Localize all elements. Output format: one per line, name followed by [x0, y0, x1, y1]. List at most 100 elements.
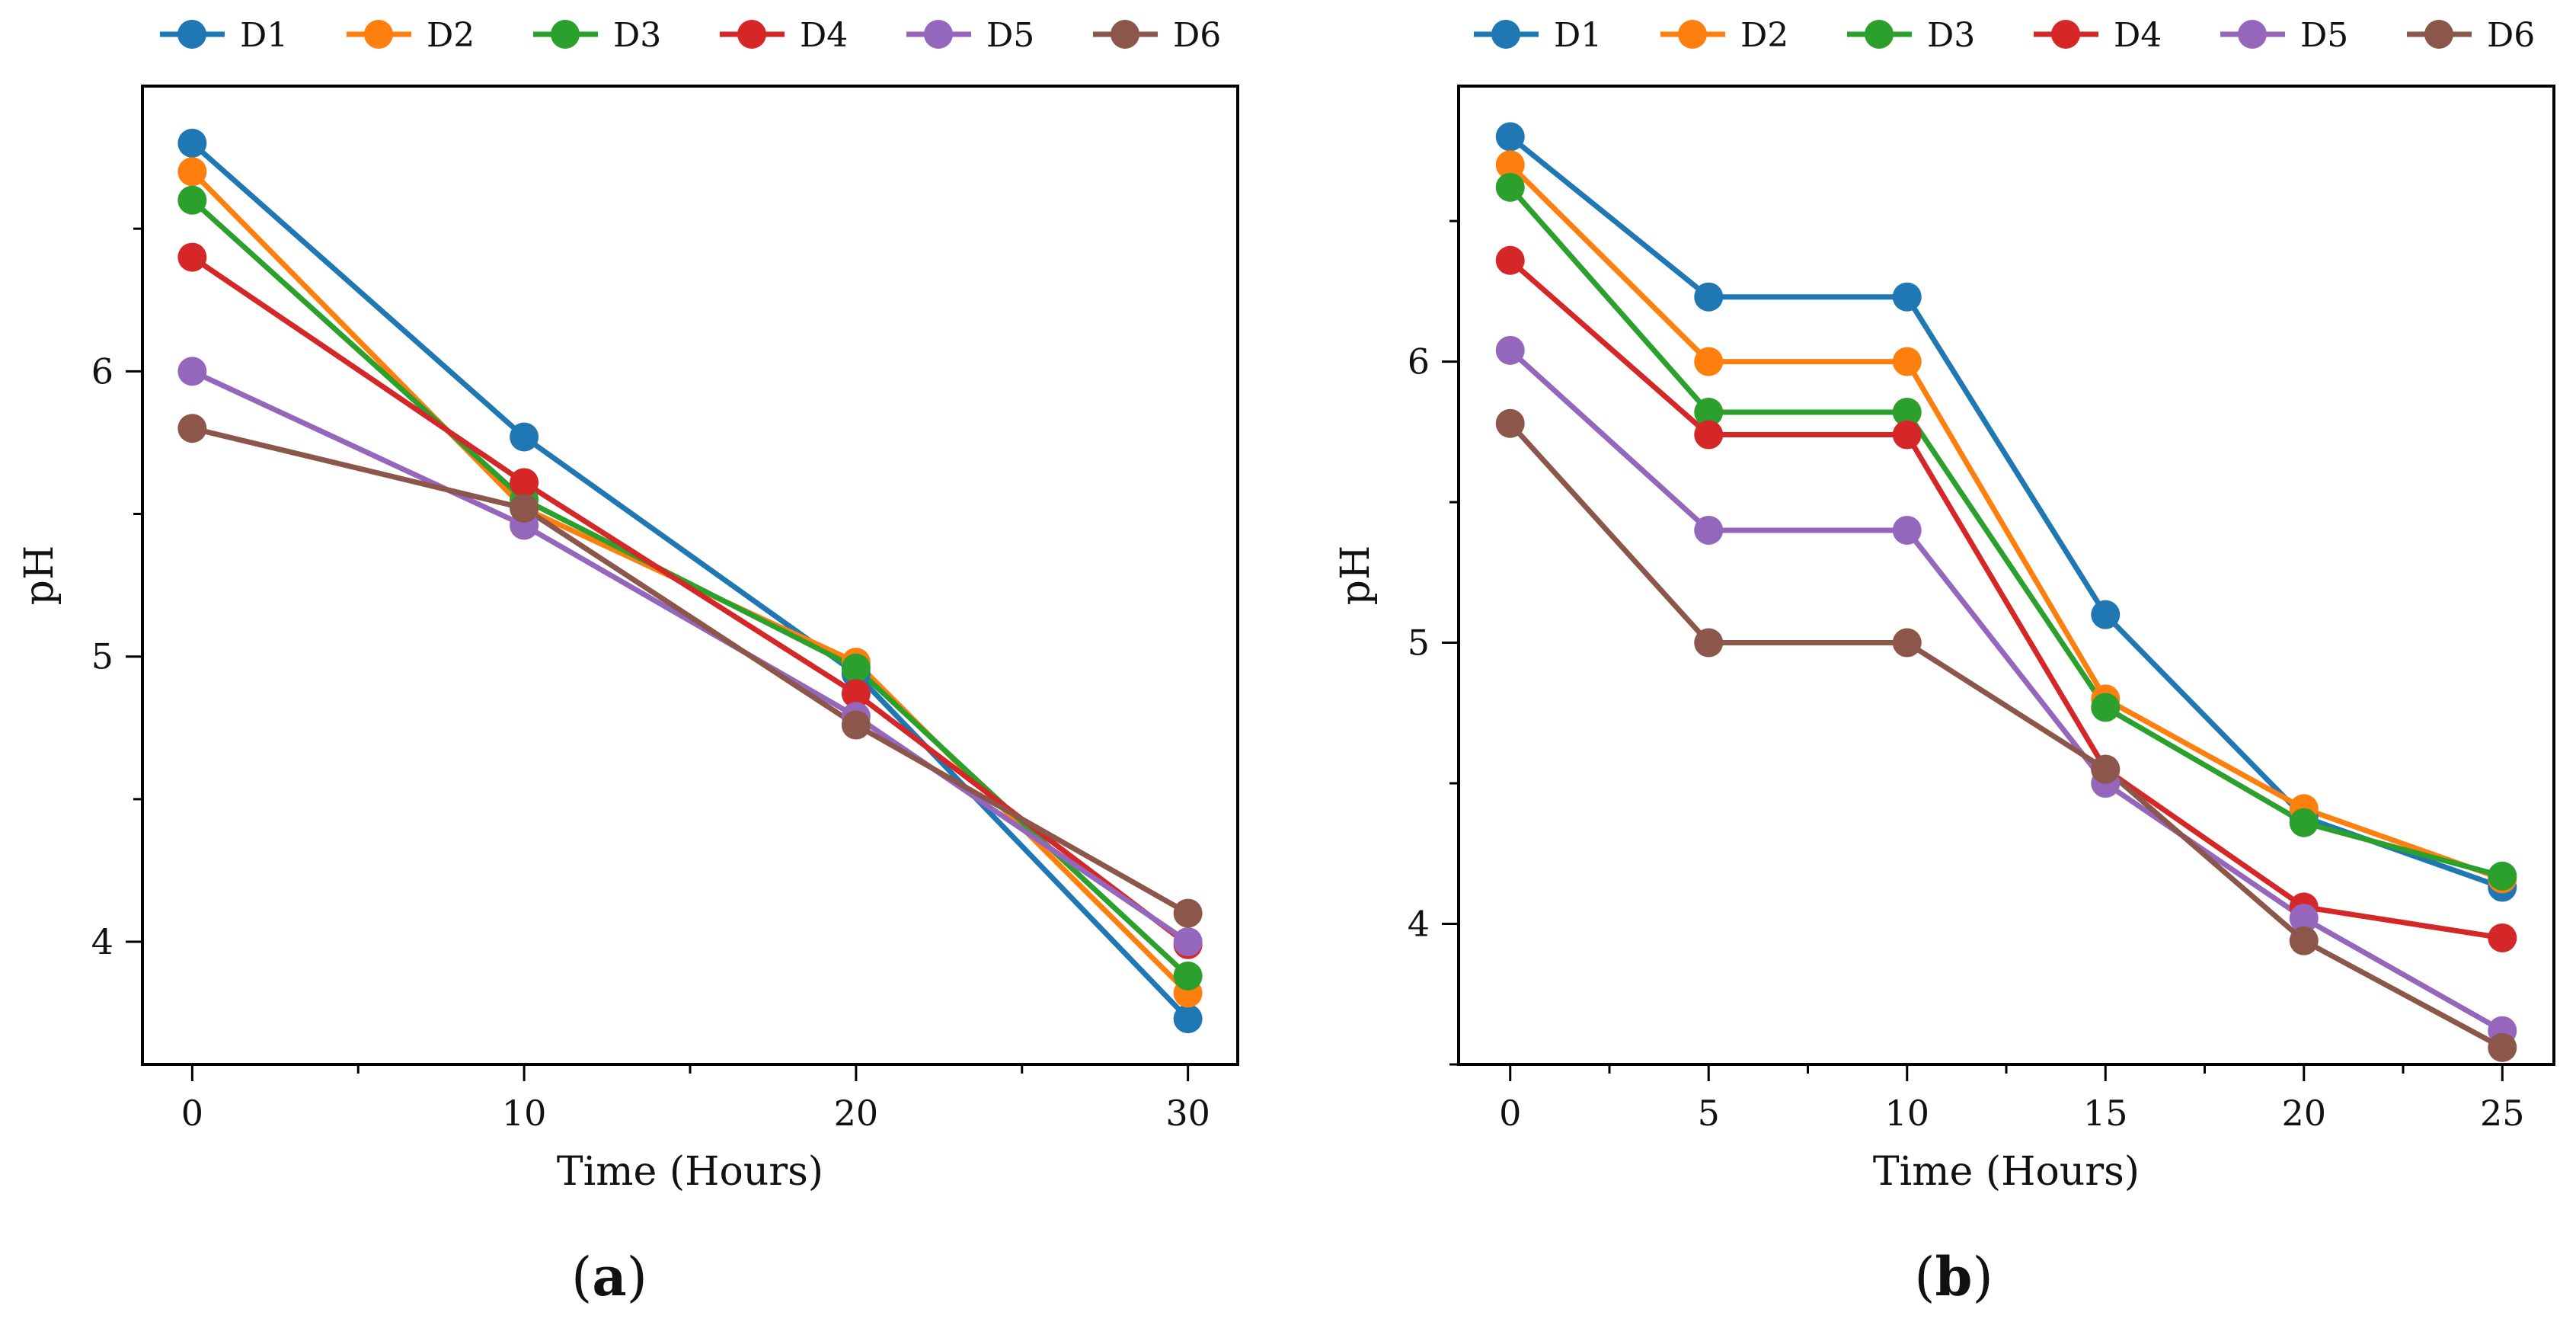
data-point-d5	[2289, 904, 2319, 933]
data-point-d2	[1495, 150, 1525, 180]
legend-marker	[1865, 20, 1894, 49]
data-point-d5	[1173, 927, 1203, 957]
data-point-d1	[1694, 282, 1724, 312]
data-point-d1	[1495, 122, 1525, 152]
panel-letter: b	[1935, 1245, 1973, 1308]
y-tick-label: 6	[1408, 341, 1430, 382]
data-point-d4	[2488, 923, 2517, 952]
data-point-d3	[1892, 398, 1922, 427]
legend-label-d2: D2	[427, 16, 475, 55]
legend-label-d1: D1	[240, 16, 288, 55]
legend-label-d4: D4	[2114, 16, 2162, 55]
legend-label-d2: D2	[1740, 16, 1788, 55]
data-point-d3	[177, 185, 207, 215]
panel-label: (a)	[571, 1245, 647, 1308]
data-point-d1	[1892, 282, 1922, 312]
series-line-d3	[1508, 185, 2504, 879]
x-axis-label: Time (Hours)	[557, 1149, 823, 1195]
data-point-d4	[841, 679, 871, 709]
series-line-d6	[1508, 421, 2504, 1050]
data-point-d6	[1495, 408, 1525, 438]
x-axis-label: Time (Hours)	[1873, 1149, 2140, 1195]
data-point-d6	[510, 494, 539, 523]
data-point-d3	[2091, 693, 2121, 722]
legend-label-d6: D6	[2487, 16, 2535, 55]
data-point-d3	[2289, 808, 2319, 837]
data-point-d2	[1694, 347, 1724, 376]
x-tick-label: 15	[2083, 1093, 2128, 1134]
data-point-d4	[510, 468, 539, 498]
legend-label-d1: D1	[1554, 16, 1602, 55]
legend-marker	[1111, 20, 1139, 49]
data-point-d6	[2289, 926, 2319, 955]
data-point-d6	[1694, 628, 1724, 658]
data-point-d5	[1495, 335, 1525, 365]
x-tick-label: 25	[2480, 1093, 2525, 1134]
data-point-d4	[1892, 420, 1922, 450]
series-line-d2	[1508, 162, 2504, 882]
y-axis-label: pH	[17, 546, 62, 606]
y-tick-label: 6	[91, 350, 113, 392]
data-point-d3	[1694, 398, 1724, 427]
x-tick-label: 10	[502, 1093, 547, 1134]
legend-marker	[737, 20, 766, 49]
data-point-d1	[177, 128, 207, 158]
data-point-d4	[177, 242, 207, 272]
data-point-d6	[1892, 628, 1922, 658]
series-line-d4	[1508, 258, 2503, 941]
x-tick-label: 20	[2281, 1093, 2326, 1134]
data-point-d5	[177, 357, 207, 386]
x-tick-label: 5	[1698, 1093, 1720, 1134]
data-point-d3	[1173, 961, 1203, 991]
x-tick-label: 10	[1884, 1093, 1929, 1134]
legend-marker	[551, 20, 580, 49]
y-tick-label: 5	[1408, 622, 1430, 664]
data-point-d6	[841, 710, 871, 740]
plot-frame	[141, 85, 1239, 1066]
legend-label-d6: D6	[1173, 16, 1221, 55]
legend-marker	[1491, 20, 1520, 49]
legend-label-d3: D3	[1927, 16, 1975, 55]
data-point-d6	[1173, 898, 1203, 928]
x-tick-label: 0	[1499, 1093, 1521, 1134]
series-line-d1	[190, 141, 1191, 1021]
data-point-d6	[2091, 754, 2121, 784]
legend-marker	[364, 20, 393, 49]
panel-label: (b)	[1914, 1245, 1993, 1308]
legend-label-d3: D3	[613, 16, 661, 55]
series-line-d5	[190, 369, 1190, 944]
data-point-d5	[1892, 515, 1922, 545]
series-line-d1	[1508, 134, 2504, 890]
data-point-d4	[1495, 245, 1525, 275]
legend-marker	[1678, 20, 1707, 49]
data-point-d3	[2488, 861, 2517, 891]
data-point-d2	[177, 157, 207, 187]
chart-b: 0 5 10 15 20 25 4 5 6 Time (Hours) pH D1 D2 D3 D4 D5 D6 (…	[1333, 16, 2555, 1308]
data-point-d6	[2488, 1032, 2517, 1062]
x-tick-label: 20	[834, 1093, 879, 1134]
data-point-d5	[1694, 515, 1724, 545]
series-line-d6	[191, 425, 1190, 916]
legend-label-d4: D4	[800, 16, 848, 55]
legend-marker	[2424, 20, 2453, 49]
data-point-d2	[1892, 347, 1922, 376]
panel-letter: a	[592, 1245, 626, 1308]
data-point-d6	[177, 414, 207, 443]
legend-marker	[2051, 20, 2080, 49]
legend-marker	[924, 20, 953, 49]
data-point-d1	[1173, 1004, 1203, 1034]
legend-marker	[177, 20, 206, 49]
legend-label-d5: D5	[2300, 16, 2348, 55]
data-point-d1	[2091, 600, 2121, 629]
y-tick-label: 5	[91, 636, 113, 677]
series-line-d5	[1508, 348, 2504, 1033]
x-tick-label: 30	[1165, 1093, 1210, 1134]
data-point-d4	[1694, 420, 1724, 450]
y-tick-label: 4	[1408, 904, 1430, 945]
data-point-d3	[841, 653, 871, 683]
chart-a: 0 10 20 30 4 5 6 Time (Hours) pH D1 D2 D3 D4 D5 D6 (a)	[17, 16, 1239, 1308]
y-axis-label: pH	[1333, 546, 1379, 606]
legend-marker	[2238, 20, 2267, 49]
data-point-d1	[510, 422, 539, 452]
